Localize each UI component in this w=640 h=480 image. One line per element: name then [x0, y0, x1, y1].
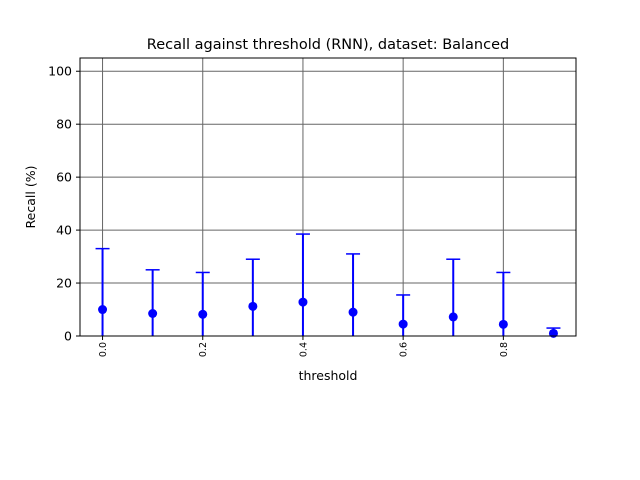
data-point [298, 297, 308, 307]
data-point [548, 328, 558, 338]
x-tick-label: 0.6 [399, 342, 410, 357]
x-tick-label: 0.2 [198, 342, 209, 357]
data-point [448, 312, 458, 322]
data-point [498, 319, 508, 329]
x-tick-label: 0.4 [298, 342, 309, 357]
plot-frame [79, 57, 577, 337]
y-axis-label: Recall (%) [23, 166, 38, 229]
data-point [148, 308, 158, 318]
y-tick-label: 60 [56, 170, 72, 185]
data-point [198, 309, 208, 319]
data-point [348, 307, 358, 317]
x-axis-label: threshold [299, 368, 358, 383]
y-axis: 0 20 40 60 80 100 [48, 64, 80, 344]
chart-title: Recall against threshold (RNN), dataset:… [147, 37, 509, 53]
x-tick-label: 0.8 [499, 342, 510, 357]
y-tick-label: 80 [56, 117, 72, 132]
x-tick-label: 0.0 [98, 342, 109, 357]
data-series [95, 233, 561, 338]
data-point [248, 301, 258, 311]
grid-lines [80, 58, 576, 337]
y-tick-label: 0 [64, 329, 72, 344]
y-tick-label: 40 [56, 223, 72, 238]
x-axis: 0.0 0.2 0.4 0.6 0.8 [98, 336, 510, 357]
y-tick-label: 100 [48, 64, 72, 79]
y-tick-label: 20 [56, 276, 72, 291]
data-point [98, 305, 108, 315]
data-point [398, 319, 408, 329]
